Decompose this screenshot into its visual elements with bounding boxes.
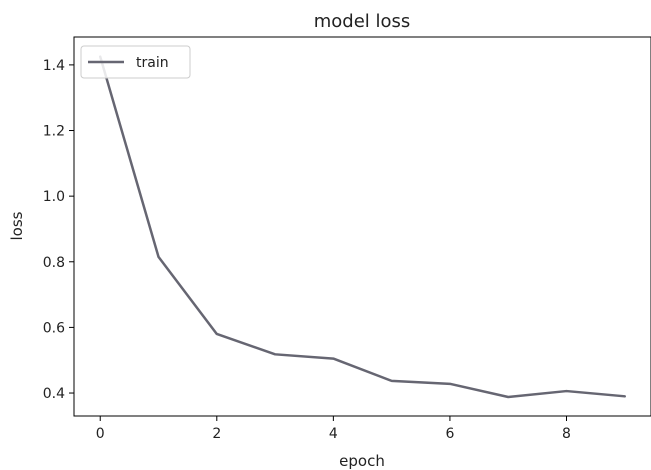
y-axis: 0.4 0.6 0.8 1.0 1.2 1.4 <box>43 58 74 402</box>
y-tick-label: 1.0 <box>43 189 65 205</box>
y-axis-label: loss <box>8 211 26 240</box>
legend-box <box>80 45 191 79</box>
y-tick-label: 0.4 <box>43 386 65 402</box>
x-tick-label: 8 <box>562 426 571 442</box>
plot-area <box>98 55 627 399</box>
x-tick-label: 0 <box>96 426 105 442</box>
y-tick-label: 1.4 <box>43 58 65 74</box>
chart-title: model loss <box>314 11 411 32</box>
y-tick-label: 1.2 <box>43 124 65 140</box>
x-tick-label: 4 <box>329 426 338 442</box>
x-tick-label: 6 <box>445 426 454 442</box>
y-tick-label: 0.6 <box>43 320 65 336</box>
x-axis-label: epoch <box>339 452 385 470</box>
plot-frame <box>73 36 651 417</box>
legend-label-train: train <box>136 55 169 71</box>
y-tick-label: 0.8 <box>43 255 65 271</box>
series-line-train <box>98 55 627 399</box>
legend: train <box>80 45 191 79</box>
x-axis: 0 2 4 6 8 <box>96 416 571 442</box>
x-tick-label: 2 <box>212 426 221 442</box>
